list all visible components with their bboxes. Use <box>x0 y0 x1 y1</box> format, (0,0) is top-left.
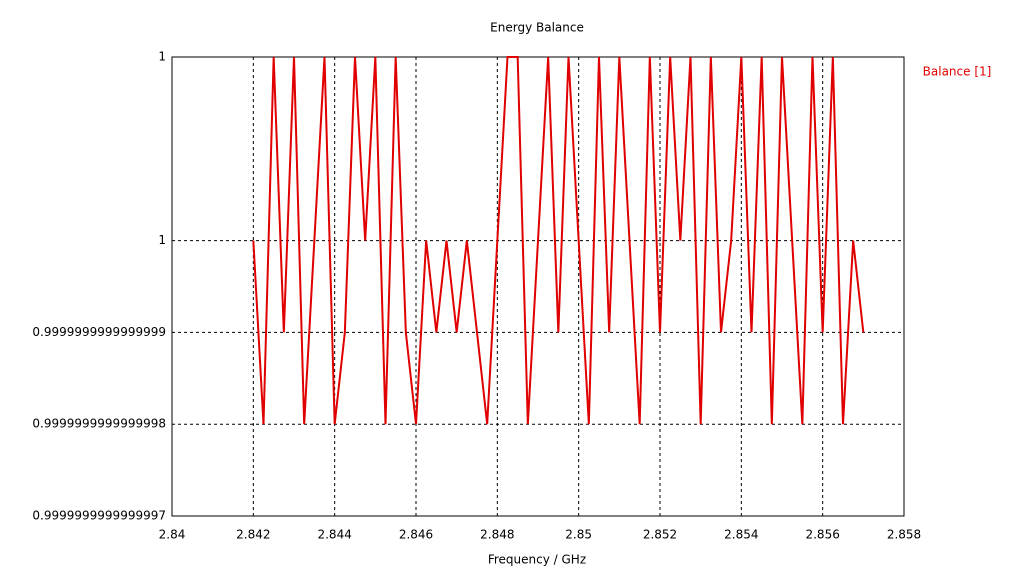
x-axis-label: Frequency / GHz <box>488 553 586 567</box>
y-tick-label: 0.9999999999999997 <box>32 509 166 523</box>
plot-frame <box>171 56 905 517</box>
x-tick-label: 2.842 <box>236 528 270 542</box>
x-tick-label: 2.85 <box>565 528 592 542</box>
x-tick-label: 2.856 <box>805 528 839 542</box>
legend-entry: Balance [1] <box>923 65 992 79</box>
y-tick-label: 1 <box>158 50 166 64</box>
x-tick-label: 2.846 <box>399 528 433 542</box>
x-tick-label: 2.84 <box>159 528 186 542</box>
x-tick-label: 2.848 <box>480 528 514 542</box>
x-tick-label: 2.854 <box>724 528 758 542</box>
y-tick-label: 0.9999999999999998 <box>32 417 166 431</box>
x-tick-label: 2.858 <box>887 528 921 542</box>
chart-title: Energy Balance <box>490 21 584 35</box>
y-tick-label: 1 <box>158 233 166 247</box>
data-line <box>252 56 865 425</box>
y-tick-label: 0.9999999999999999 <box>32 325 166 339</box>
x-tick-label: 2.852 <box>643 528 677 542</box>
x-tick-label: 2.844 <box>317 528 351 542</box>
